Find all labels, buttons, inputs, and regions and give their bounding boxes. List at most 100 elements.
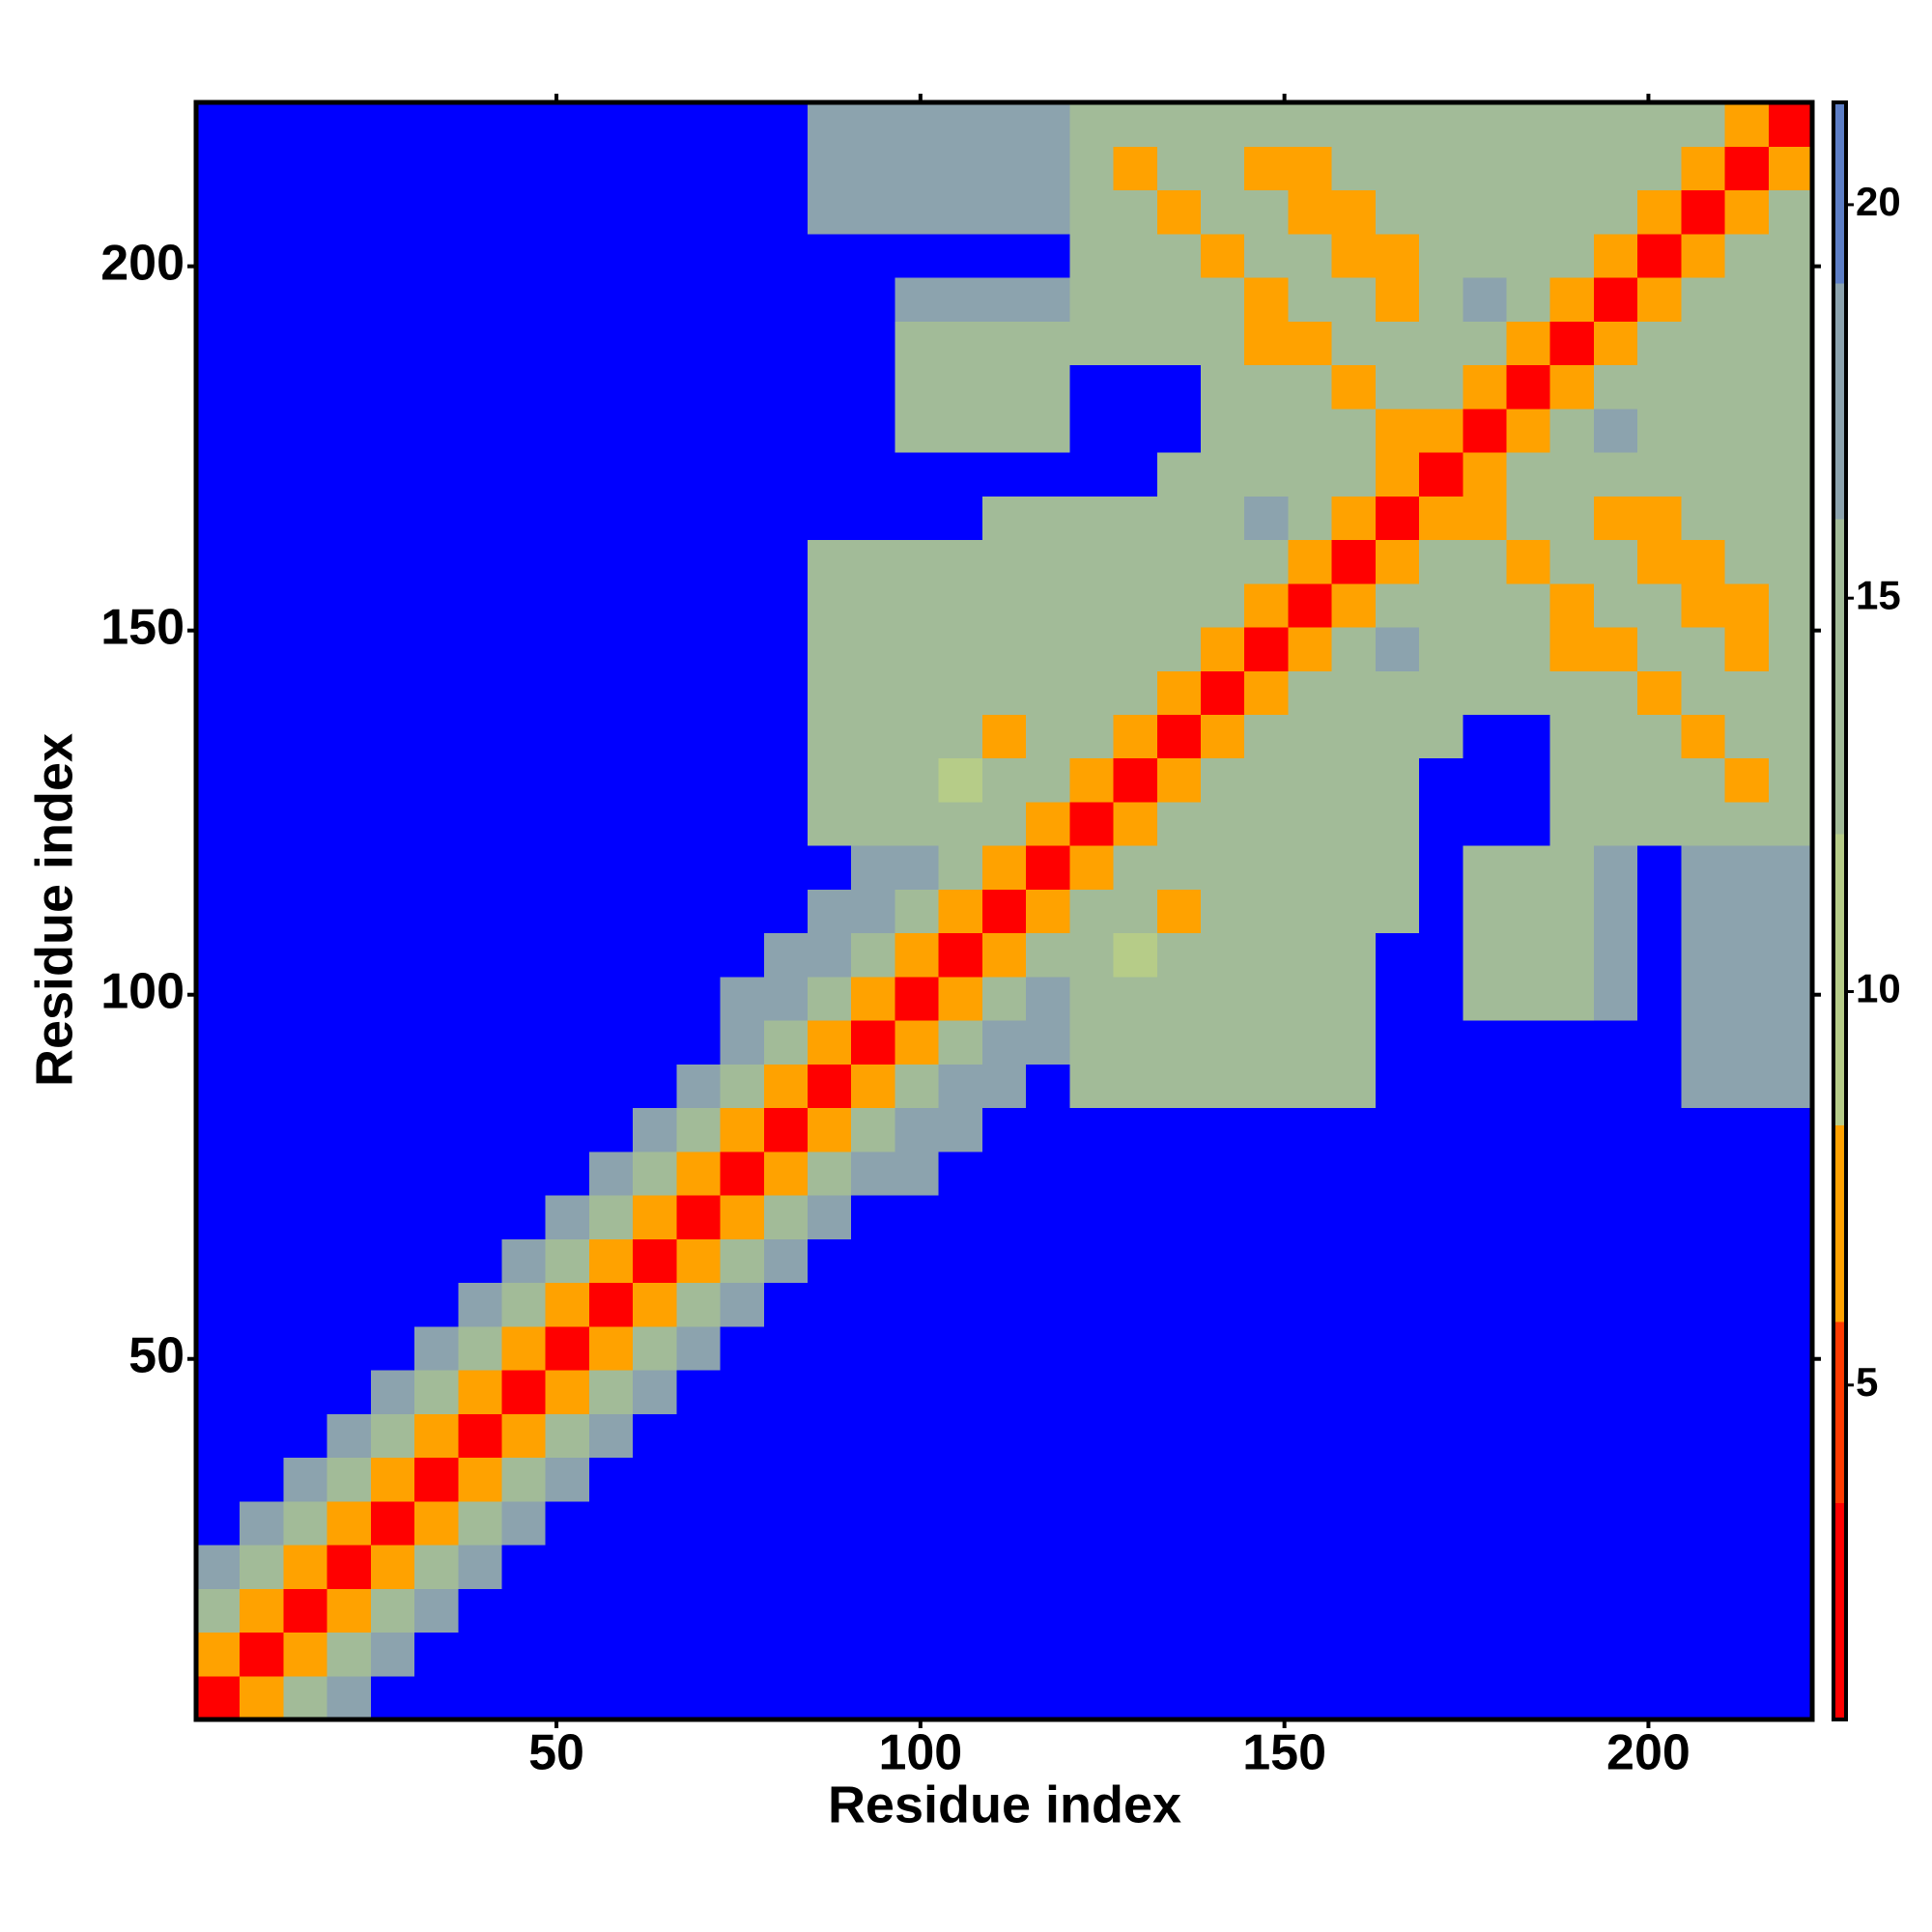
heatmap-cell bbox=[1681, 408, 1726, 453]
heatmap-cell bbox=[240, 976, 285, 1021]
heatmap-cell bbox=[1069, 146, 1115, 191]
heatmap-cell bbox=[414, 889, 459, 934]
heatmap-cell bbox=[1724, 1632, 1770, 1677]
heatmap-cell bbox=[588, 1325, 634, 1371]
heatmap-cell bbox=[1549, 1064, 1595, 1109]
heatmap-cell bbox=[1156, 1500, 1202, 1546]
heatmap-cell bbox=[1768, 1325, 1813, 1371]
heatmap-cell bbox=[808, 889, 852, 934]
heatmap-cell bbox=[1200, 1500, 1245, 1546]
heatmap-cell bbox=[676, 1195, 722, 1239]
heatmap-cell bbox=[1637, 102, 1682, 147]
heatmap-cell bbox=[588, 626, 634, 671]
heatmap-cell bbox=[633, 801, 677, 846]
heatmap-cell bbox=[1463, 146, 1508, 191]
heatmap-cell bbox=[1724, 276, 1770, 322]
heatmap-cell bbox=[1156, 1064, 1202, 1109]
heatmap-cell bbox=[1768, 539, 1813, 584]
heatmap-cell bbox=[1375, 1325, 1420, 1371]
heatmap-cell bbox=[1549, 539, 1595, 584]
heatmap-cell bbox=[1244, 1064, 1290, 1109]
heatmap-cell bbox=[370, 889, 415, 934]
heatmap-cell bbox=[1506, 1151, 1551, 1196]
heatmap-cell bbox=[895, 189, 940, 235]
heatmap-cell bbox=[370, 1064, 415, 1109]
heatmap-cell bbox=[1200, 539, 1245, 584]
heatmap-cell bbox=[327, 976, 372, 1021]
heatmap-cell bbox=[283, 146, 328, 191]
heatmap-cell bbox=[1637, 1457, 1682, 1502]
heatmap-cell bbox=[633, 670, 677, 716]
heatmap-cell bbox=[414, 1500, 459, 1546]
heatmap-cell bbox=[1681, 276, 1726, 322]
heatmap-cell bbox=[458, 1064, 503, 1109]
heatmap-cell bbox=[545, 1325, 590, 1371]
heatmap-cell bbox=[1463, 1020, 1508, 1065]
heatmap-cell bbox=[1113, 1500, 1158, 1546]
heatmap-cell bbox=[1156, 1195, 1202, 1239]
heatmap-cell bbox=[1375, 1107, 1420, 1152]
heatmap-cell bbox=[633, 146, 677, 191]
heatmap-cell bbox=[1069, 1064, 1115, 1109]
heatmap-cell bbox=[676, 1370, 722, 1414]
heatmap-cell bbox=[1288, 1020, 1333, 1065]
heatmap-cell bbox=[1331, 757, 1377, 803]
heatmap-cell bbox=[240, 1413, 285, 1459]
heatmap-cell bbox=[1506, 1107, 1551, 1152]
heatmap-cell bbox=[1113, 932, 1158, 978]
heatmap-cell bbox=[1549, 932, 1595, 978]
heatmap-cell bbox=[981, 1020, 1027, 1065]
heatmap-cell bbox=[1026, 1325, 1070, 1371]
heatmap-cell bbox=[1506, 408, 1551, 453]
heatmap-cell bbox=[1724, 364, 1770, 410]
heatmap-cell bbox=[1768, 1632, 1813, 1677]
heatmap-cell bbox=[1156, 233, 1202, 278]
heatmap-cell bbox=[196, 146, 241, 191]
heatmap-cell bbox=[676, 1545, 722, 1589]
heatmap-cell bbox=[676, 801, 722, 846]
heatmap-cell bbox=[283, 932, 328, 978]
heatmap-cell bbox=[1026, 1675, 1070, 1720]
heatmap-cell bbox=[851, 1325, 896, 1371]
heatmap-cell bbox=[808, 1195, 852, 1239]
heatmap-cell bbox=[851, 932, 896, 978]
colorbar-segment bbox=[1833, 102, 1846, 284]
heatmap-cell bbox=[1681, 1325, 1726, 1371]
heatmap-cell bbox=[458, 408, 503, 453]
heatmap-cell bbox=[545, 1675, 590, 1720]
heatmap-cell bbox=[1506, 496, 1551, 541]
heatmap-cell bbox=[196, 845, 241, 890]
heatmap-cell bbox=[1724, 845, 1770, 890]
heatmap-cell bbox=[1375, 233, 1420, 278]
heatmap-cell bbox=[1419, 1325, 1463, 1371]
heatmap-cell bbox=[414, 276, 459, 322]
heatmap-cell bbox=[938, 146, 983, 191]
heatmap-cell bbox=[1593, 626, 1638, 671]
heatmap-cell bbox=[676, 1325, 722, 1371]
heatmap-cell bbox=[501, 670, 547, 716]
heatmap-cell bbox=[1593, 1675, 1638, 1720]
heatmap-cell bbox=[1637, 1195, 1682, 1239]
heatmap-cell bbox=[720, 408, 765, 453]
heatmap-cell bbox=[1331, 1500, 1377, 1546]
heatmap-cell bbox=[1375, 1588, 1420, 1634]
heatmap-cell bbox=[283, 451, 328, 497]
heatmap-cell bbox=[1288, 146, 1333, 191]
heatmap-cell bbox=[1593, 582, 1638, 628]
heatmap-cell bbox=[1593, 714, 1638, 759]
heatmap-cell bbox=[1375, 1195, 1420, 1239]
heatmap-cell bbox=[938, 1545, 983, 1589]
heatmap-cell bbox=[458, 1107, 503, 1152]
heatmap-cell bbox=[720, 1151, 765, 1196]
heatmap-cell bbox=[196, 932, 241, 978]
heatmap-cell bbox=[1681, 1238, 1726, 1284]
heatmap-cell bbox=[370, 539, 415, 584]
heatmap-cell bbox=[1768, 1064, 1813, 1109]
heatmap-cell bbox=[1200, 146, 1245, 191]
heatmap-cell bbox=[1681, 1545, 1726, 1589]
heatmap-cell bbox=[981, 1588, 1027, 1634]
heatmap-cell bbox=[720, 1500, 765, 1546]
heatmap-cell bbox=[763, 189, 809, 235]
heatmap-cell bbox=[1593, 1500, 1638, 1546]
heatmap-cell bbox=[851, 102, 896, 147]
